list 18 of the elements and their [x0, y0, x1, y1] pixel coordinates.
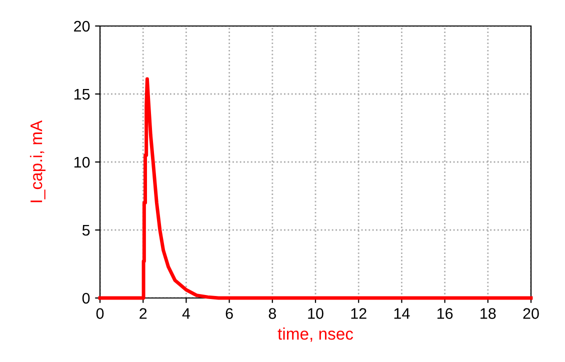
y-tick-label: 5 [82, 225, 90, 236]
x-tick-label: 14 [394, 308, 410, 319]
y-tick-label: 0 [82, 292, 90, 304]
y-tick-label: 20 [74, 20, 90, 32]
x-tick-label: 4 [182, 308, 190, 319]
x-tick-label: 0 [96, 308, 104, 319]
x-tick-label: 18 [480, 308, 496, 319]
x-tick-label: 12 [351, 308, 366, 319]
y-axis-title: I_cap.i, mA [30, 120, 46, 202]
x-axis-title: time, nsec [278, 328, 354, 342]
x-tick-label: 10 [308, 308, 324, 319]
y-tick-label: 10 [74, 156, 90, 168]
x-tick-label: 20 [523, 308, 539, 319]
x-tick-label: 8 [268, 308, 276, 319]
y-tick-label: 15 [74, 89, 90, 100]
x-tick-label: 2 [140, 308, 147, 319]
x-tick-label: 16 [437, 308, 453, 319]
x-tick-label: 6 [226, 308, 233, 319]
